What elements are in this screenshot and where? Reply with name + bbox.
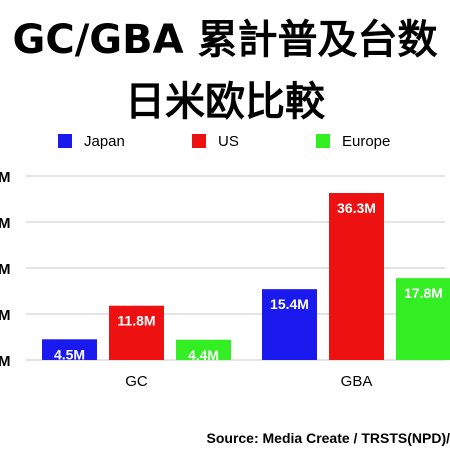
x-category-label: GBA [341,373,373,390]
source-note: Source: Media Create / TRSTS(NPD)/ [206,430,450,446]
legend-label-us: US [218,132,239,150]
bar [176,339,231,360]
legend: Japan US Europe [0,130,450,152]
legend-label-japan: Japan [84,132,125,150]
bar [109,305,164,360]
bar [262,289,317,360]
chart-title: GC/GBA 累計普及台数 [12,17,438,63]
legend-item-europe: Europe [316,130,390,152]
legend-swatch-japan [58,134,72,148]
legend-label-europe: Europe [342,132,391,150]
x-category-label: GC [125,373,148,390]
chart-subtitle: 日米欧比較 [125,79,325,125]
data-label: 15.4M [270,296,309,312]
y-tick-label: M [0,169,11,186]
data-label: 4.5M [54,346,85,362]
legend-swatch-us [192,134,206,148]
bar [42,339,97,360]
bar [396,278,450,360]
y-tick-label: M [0,307,11,324]
data-label: 36.3M [337,200,376,216]
data-label: 4.4M [188,347,219,363]
data-label: 11.8M [117,313,155,329]
y-tick-label: M [0,261,11,278]
y-tick-label: M [0,215,11,232]
legend-item-japan: Japan [58,130,125,152]
data-label: 17.8M [404,285,443,301]
legend-item-us: US [192,130,239,152]
legend-swatch-europe [316,134,330,148]
y-tick-label: M [0,353,11,370]
bar [329,193,384,360]
